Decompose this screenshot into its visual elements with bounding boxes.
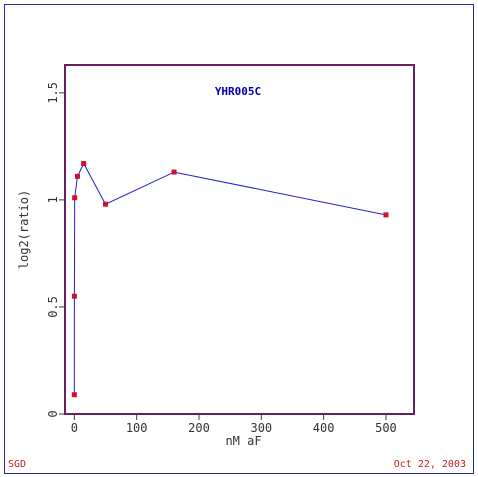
- footer-source: SGD: [8, 459, 27, 470]
- footer-date: Oct 22, 2003: [393, 459, 466, 470]
- y-tick-label: 0.5: [46, 296, 60, 318]
- data-point: [103, 201, 109, 207]
- data-point: [383, 212, 389, 218]
- y-tick-label: 1: [46, 196, 60, 203]
- data-point: [71, 392, 77, 398]
- x-tick-label: 400: [313, 421, 335, 435]
- x-tick-label: 200: [188, 421, 210, 435]
- data-point: [74, 173, 80, 179]
- plot-area: [64, 64, 415, 415]
- x-tick-label: 100: [126, 421, 148, 435]
- x-tick-label: 500: [375, 421, 397, 435]
- chart-frame: [4, 4, 474, 474]
- series-line: [73, 162, 387, 395]
- data-point: [81, 160, 87, 166]
- data-point: [72, 195, 78, 201]
- data-point: [171, 169, 177, 175]
- data-markers: [71, 160, 389, 398]
- axis-ticks: 0 100 200 300 400 500 0 0.5 1 1.5: [46, 82, 397, 435]
- x-axis-label: nM aF: [225, 434, 261, 448]
- x-tick-label: 300: [250, 421, 272, 435]
- y-tick-label: 0: [46, 410, 60, 417]
- data-point: [71, 293, 77, 299]
- y-axis-label: log2(ratio): [17, 190, 31, 269]
- chart-title: YHR005C: [215, 85, 261, 98]
- y-tick-label: 1.5: [46, 82, 60, 104]
- x-tick-label: 0: [71, 421, 78, 435]
